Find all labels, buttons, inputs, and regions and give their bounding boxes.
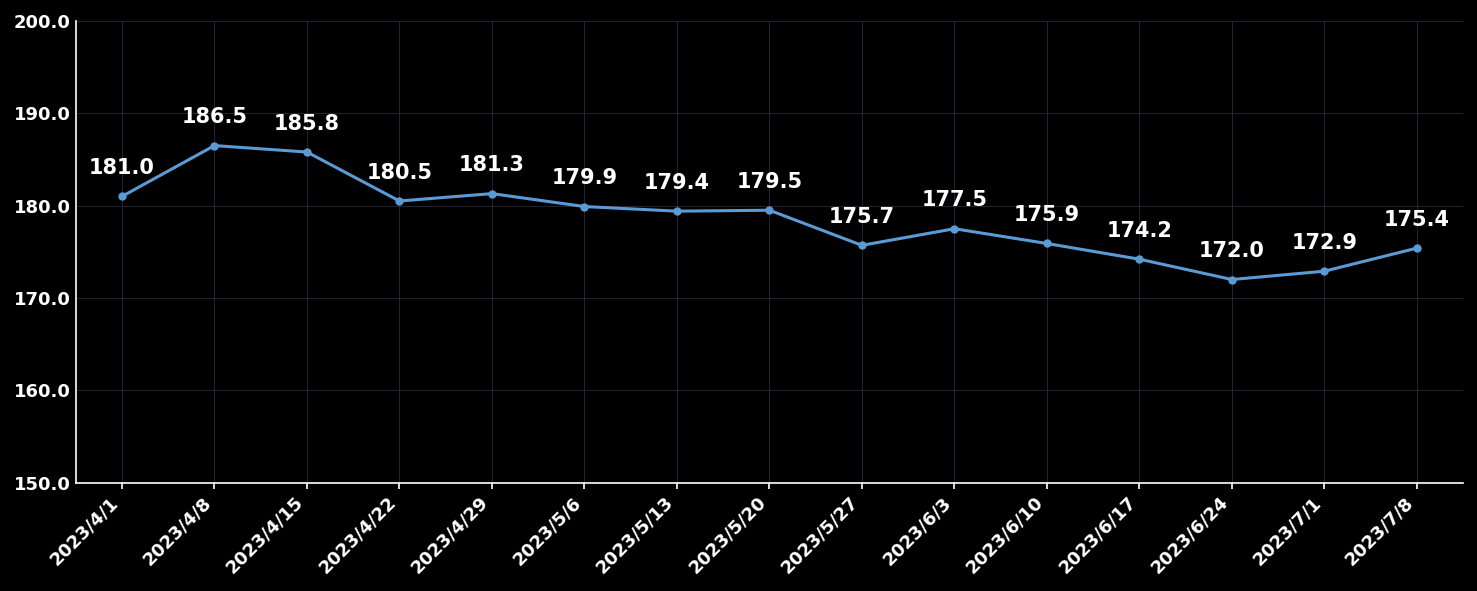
Text: 186.5: 186.5	[182, 107, 248, 127]
Text: 179.5: 179.5	[737, 172, 802, 191]
Text: 177.5: 177.5	[922, 190, 988, 210]
Text: 175.9: 175.9	[1013, 205, 1080, 225]
Text: 181.3: 181.3	[459, 155, 524, 175]
Text: 179.4: 179.4	[644, 173, 710, 193]
Text: 179.9: 179.9	[551, 168, 617, 188]
Text: 172.0: 172.0	[1199, 241, 1264, 261]
Text: 180.5: 180.5	[366, 163, 433, 183]
Text: 172.9: 172.9	[1291, 233, 1357, 253]
Text: 181.0: 181.0	[89, 158, 155, 178]
Text: 175.4: 175.4	[1384, 210, 1450, 230]
Text: 174.2: 174.2	[1106, 220, 1173, 241]
Text: 175.7: 175.7	[829, 207, 895, 227]
Text: 185.8: 185.8	[273, 113, 340, 134]
